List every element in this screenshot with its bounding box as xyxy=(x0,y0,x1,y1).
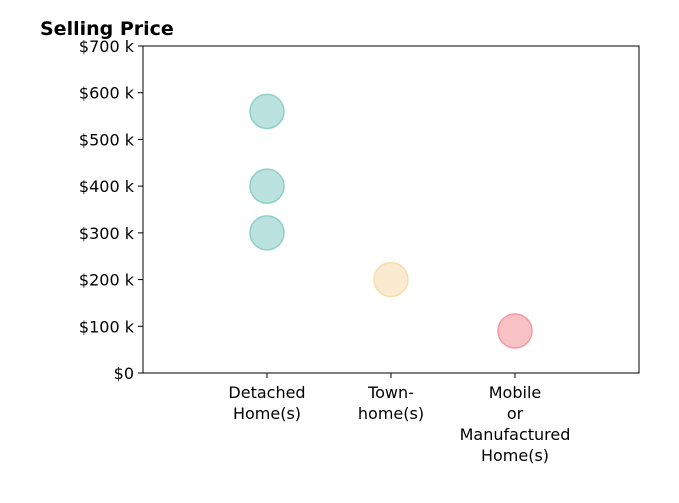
chart-title: Selling Price xyxy=(40,18,174,40)
data-point xyxy=(249,215,285,251)
y-tick-label: $500 k xyxy=(79,130,135,149)
data-points xyxy=(249,93,533,349)
plot-frame xyxy=(142,45,640,374)
data-point xyxy=(497,313,533,349)
x-tick-label: Manufactured xyxy=(460,425,571,444)
x-tick-label: Detached xyxy=(228,383,305,402)
x-tick-label: Home(s) xyxy=(233,404,301,423)
y-tick-label: $300 k xyxy=(79,224,135,243)
y-tick-label: $400 k xyxy=(79,177,135,196)
data-point xyxy=(249,168,285,204)
y-axis: $0 $100 k $200 k $300 k $400 k $500 k $600 k $7… xyxy=(79,37,143,383)
y-tick-label: $0 xyxy=(114,364,134,383)
data-point xyxy=(373,261,409,298)
data-point xyxy=(249,93,285,130)
x-tick-label: Town- xyxy=(367,383,414,402)
y-tick-label: $200 k xyxy=(79,271,135,290)
x-tick-label: Home(s) xyxy=(481,446,549,465)
y-tick-label: $700 k xyxy=(79,37,135,56)
x-tick-label: Mobile xyxy=(489,383,541,402)
y-tick-label: $600 k xyxy=(79,84,135,103)
y-tick-label: $100 k xyxy=(79,317,135,336)
x-axis: Detached Home(s) Town-home(s) Mobile or Manuf… xyxy=(228,373,570,465)
x-tick-label: home(s) xyxy=(358,404,424,423)
x-tick-label: or xyxy=(507,404,524,423)
